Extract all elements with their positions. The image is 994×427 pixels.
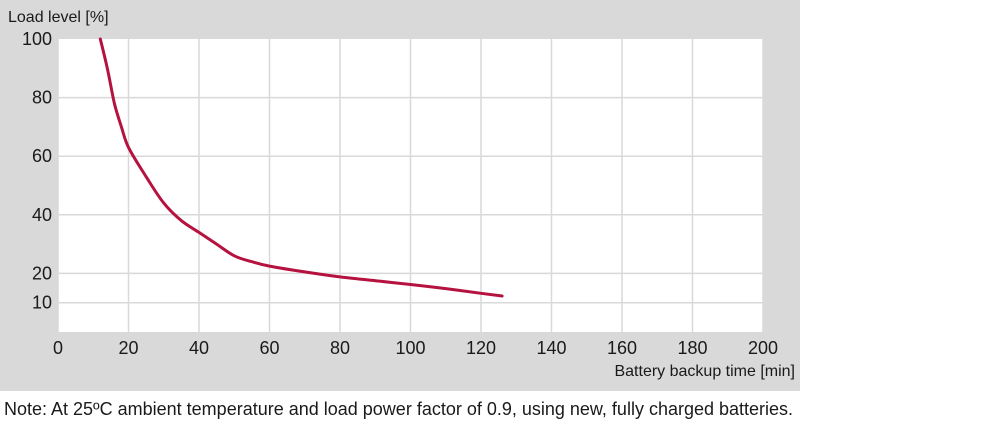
y-tick-label: 80 [32, 88, 52, 108]
x-tick-label: 40 [189, 338, 209, 358]
y-tick-label: 20 [32, 263, 52, 283]
x-tick-label: 80 [330, 338, 350, 358]
x-tick-label: 0 [53, 338, 63, 358]
x-tick-label: 120 [466, 338, 496, 358]
x-tick-label: 60 [259, 338, 279, 358]
load-vs-backup-chart: 0 20 40 60 80 100 120 140 160 180 200 10 20 40 60 80 100… [8, 9, 795, 380]
y-tick-label: 10 [32, 293, 52, 313]
tick-labels: 0 20 40 60 80 100 120 140 160 180 200 10 20 40 60 80 100 [22, 29, 778, 358]
x-tick-label: 20 [118, 338, 138, 358]
x-tick-label: 180 [677, 338, 707, 358]
series-line [98, 37, 504, 298]
x-tick-label: 100 [395, 338, 425, 358]
x-tick-label: 140 [536, 338, 566, 358]
series-layer [98, 37, 504, 298]
y-tick-label: 60 [32, 146, 52, 166]
x-tick-label: 160 [607, 338, 637, 358]
x-axis-title: Battery backup time [min] [614, 363, 795, 380]
y-axis-title: Load level [%] [8, 9, 109, 26]
grid-lines [57, 39, 764, 332]
y-tick-label: 40 [32, 205, 52, 225]
footnote: Note: At 25ºC ambient temperature and lo… [4, 399, 794, 419]
y-tick-label: 100 [22, 29, 52, 49]
x-tick-label: 200 [748, 338, 778, 358]
